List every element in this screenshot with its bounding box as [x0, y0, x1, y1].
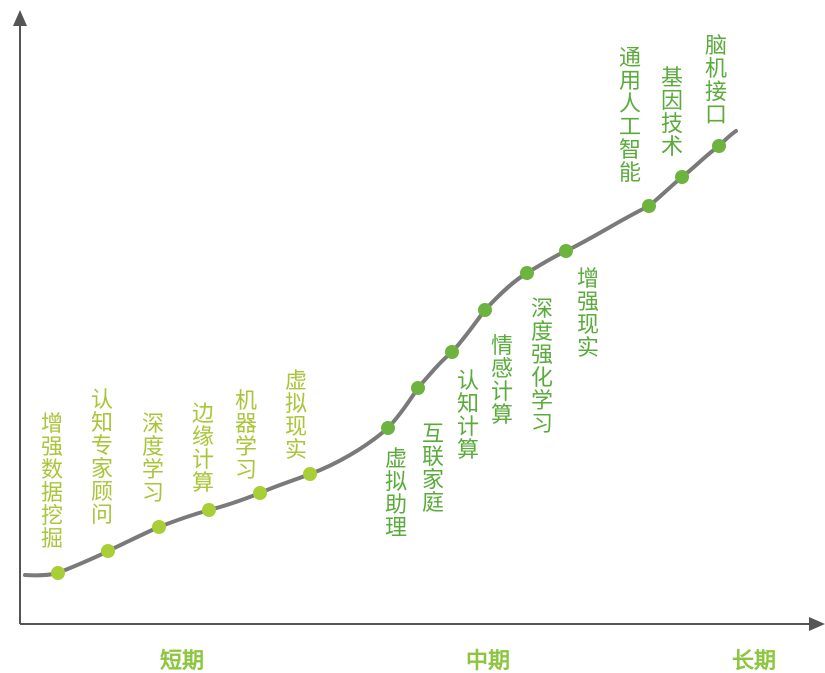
milestone-label: 认知计算 — [457, 369, 479, 463]
milestone-dot — [411, 381, 425, 395]
milestone-label: 深度强化学习 — [531, 297, 553, 437]
period-mid-label: 中期 — [466, 649, 510, 673]
milestone-dot — [445, 345, 459, 359]
milestone-label: 情感计算 — [491, 334, 513, 428]
milestone-label: 基因技术 — [661, 66, 683, 160]
milestone-dot — [381, 421, 395, 435]
milestone-dots — [51, 139, 726, 580]
milestone-dot — [253, 486, 267, 500]
milestone-label: 脑机接口 — [705, 34, 727, 128]
milestone-label: 通用人工智能 — [619, 46, 641, 186]
milestone-dot — [303, 467, 317, 481]
milestone-label: 虚拟现实 — [285, 369, 307, 463]
milestone-dot — [712, 139, 726, 153]
growth-curve — [23, 129, 738, 578]
milestone-dot — [478, 303, 492, 317]
milestone-label: 边缘计算 — [192, 402, 214, 496]
milestone-dot — [520, 266, 534, 280]
milestone-label: 深度学习 — [142, 412, 164, 506]
milestone-label: 增强数据挖掘 — [41, 412, 63, 552]
milestone-label: 虚拟助理 — [385, 447, 407, 541]
milestone-dot — [101, 544, 115, 558]
milestone-dot — [202, 503, 216, 517]
milestone-dot — [559, 244, 573, 258]
milestone-label: 互联家庭 — [422, 422, 444, 516]
milestone-dot — [675, 170, 689, 184]
axes — [13, 10, 825, 631]
period-labels: 短期 中期 长期 — [160, 649, 776, 673]
milestone-labels: 增强数据挖掘 认知专家顾问 深度学习 边缘计算机器学习 虚拟现实虚拟助理互联家庭认知计算… — [41, 34, 727, 552]
period-short-label: 短期 — [160, 649, 204, 673]
milestone-label: 机器学习 — [235, 389, 257, 483]
x-axis-arrow-icon — [809, 617, 825, 631]
milestone-label: 增强现实 — [577, 267, 599, 361]
milestone-dot — [642, 199, 656, 213]
milestone-dot — [152, 520, 166, 534]
milestone-dot — [51, 566, 65, 580]
milestone-label: 认知专家顾问 — [91, 388, 113, 528]
period-long-label: 长期 — [732, 649, 776, 673]
y-axis-arrow-icon — [13, 10, 27, 26]
